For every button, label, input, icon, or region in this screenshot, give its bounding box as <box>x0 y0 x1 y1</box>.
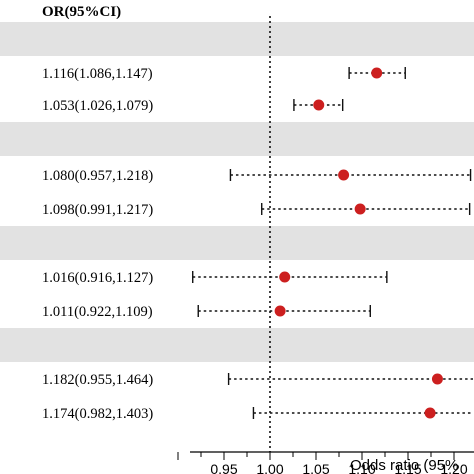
ci-label: 1.053(1.026,1.079) <box>42 98 153 114</box>
point-estimates <box>274 67 443 419</box>
odds-ratio-point <box>424 407 436 419</box>
odds-ratio-point <box>279 271 291 283</box>
x-tick-label: 0.95 <box>210 461 237 474</box>
odds-ratio-point <box>431 373 443 385</box>
ci-label: 1.116(1.086,1.147) <box>42 66 153 82</box>
odds-ratio-point <box>313 99 325 111</box>
x-tick-label: 1.20 <box>440 461 467 474</box>
ci-label: 1.016(0.916,1.127) <box>42 270 153 286</box>
group-band <box>0 226 474 260</box>
x-tick-label: 1.05 <box>302 461 329 474</box>
odds-ratio-point <box>371 67 383 79</box>
odds-ratio-point <box>274 305 286 317</box>
ci-label: 1.098(0.991,1.217) <box>42 202 153 218</box>
ci-label: 1.182(0.955,1.464) <box>42 372 153 388</box>
ci-label: 1.011(0.922,1.109) <box>42 304 153 320</box>
x-tick-label: 1.00 <box>256 461 283 474</box>
column-header: OR(95%CI) <box>42 4 121 20</box>
group-band <box>0 122 474 156</box>
group-bands <box>0 22 474 362</box>
ci-label: 1.080(0.957,1.218) <box>42 168 153 184</box>
x-axis: 0.95 1.00 1.05 1.10 1.15 1.20 <box>177 451 474 474</box>
odds-ratio-point <box>354 203 366 215</box>
group-band <box>0 22 474 56</box>
odds-ratio-point <box>338 169 350 181</box>
ci-labels: 1.116(1.086,1.147) 1.053(1.026,1.079) 1.08… <box>42 66 153 422</box>
x-tick-label: 1.15 <box>394 461 421 474</box>
x-tick-label: 1.10 <box>348 461 375 474</box>
group-band <box>0 328 474 362</box>
ci-label: 1.174(0.982,1.403) <box>42 406 153 422</box>
x-axis-title: Odds ratio (95% <box>350 457 458 474</box>
